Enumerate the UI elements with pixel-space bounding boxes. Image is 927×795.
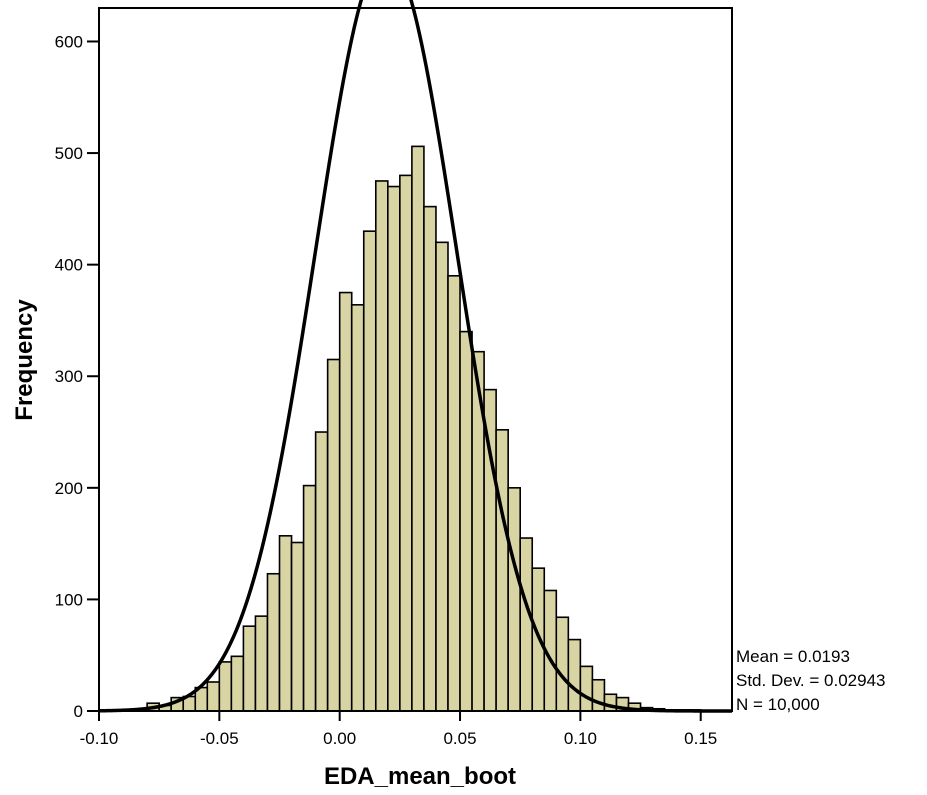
histogram-bar (326, 358, 341, 712)
stat-std-dev: Std. Dev. = 0.02943 (736, 671, 885, 690)
y-tick-label: 300 (55, 367, 83, 386)
histogram-bar (507, 487, 521, 712)
stats-box: Mean = 0.0193 Std. Dev. = 0.02943 N = 10… (736, 647, 885, 714)
y-tick-label: 200 (55, 479, 83, 498)
histogram-bar (302, 484, 317, 712)
histogram-bar (230, 655, 245, 712)
y-tick-label: 600 (55, 32, 83, 51)
x-tick-label: 0.00 (323, 729, 356, 748)
y-tick-label: 400 (55, 256, 83, 275)
histogram-bar (350, 304, 365, 712)
x-tick-label: 0.15 (684, 729, 717, 748)
x-tick-label: -0.05 (200, 729, 239, 748)
histogram-bar (387, 185, 401, 712)
x-axis: -0.10 -0.05 0.00 0.05 0.10 0.15 (80, 711, 717, 748)
histogram-bar (423, 205, 437, 712)
histogram-bar (242, 625, 257, 712)
histogram-bar (278, 535, 293, 712)
x-axis-title: EDA_mean_boot (324, 763, 516, 790)
normal-curve (98, 0, 732, 713)
plot-frame (98, 7, 733, 712)
y-tick-label: 0 (74, 702, 83, 721)
histogram-bar (495, 428, 509, 712)
x-tick-label: -0.10 (80, 729, 119, 748)
histogram-bar (362, 230, 377, 712)
histogram-bar (435, 241, 449, 712)
histogram-bars (110, 145, 702, 712)
histogram-bar (218, 661, 233, 712)
histogram-bar (290, 541, 305, 712)
histogram-bar (411, 145, 425, 712)
y-tick-label: 100 (55, 590, 83, 609)
histogram-bar (567, 638, 582, 712)
histogram-bar (254, 615, 269, 712)
stat-n: N = 10,000 (736, 695, 820, 714)
histogram-bar (206, 681, 221, 712)
histogram-bar (579, 665, 594, 712)
histogram-bar (266, 572, 281, 712)
histogram-bar (459, 330, 473, 712)
histogram-bar (447, 275, 461, 712)
histogram-bar (591, 678, 606, 712)
y-tick-label: 500 (55, 144, 83, 163)
stat-mean: Mean = 0.0193 (736, 647, 850, 666)
histogram-bar (555, 616, 570, 712)
y-axis-title: Frequency (11, 299, 38, 421)
histogram-bar (338, 291, 353, 712)
histogram-bar (374, 180, 389, 712)
histogram-bar (399, 174, 413, 712)
histogram-bar (314, 431, 329, 712)
histogram-bar (519, 537, 534, 712)
y-axis: 0 100 200 300 400 500 600 (55, 32, 99, 721)
x-tick-label: 0.05 (443, 729, 476, 748)
x-tick-label: 0.10 (564, 729, 597, 748)
